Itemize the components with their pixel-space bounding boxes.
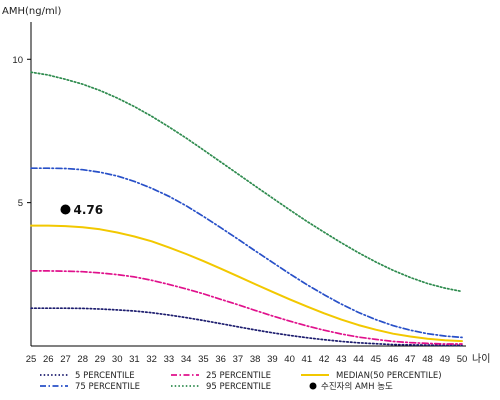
x-ticks: 25 26 27 28 29 30 31 32 33 34 35 36 37 38 39 40 41 42 43 44… [26,354,468,365]
series-lines [30,71,463,347]
x-tick-label: 31 [129,354,140,365]
x-axis-label: 나이 [472,353,490,365]
x-tick-label: 40 [284,354,295,365]
patient-amh-marker [60,204,71,215]
legend-item-amh: 수진자의 AMH 농도 [309,381,393,392]
legend-label: 5 PERCENTILE [75,371,135,381]
series-line-75-percentile [30,167,463,339]
y-tick-label: 5 [18,198,23,209]
legend-label: 95 PERCENTILE [206,382,271,392]
legend-item-5-percentile: 5 PERCENTILE [40,371,135,381]
x-tick-label: 30 [112,354,123,365]
x-tick-label: 48 [422,354,433,365]
legend-item-95-percentile: 95 PERCENTILE [171,382,271,392]
x-tick-label: 26 [43,354,54,365]
x-tick-label: 29 [95,354,106,365]
legend-item-75-percentile: 75 PERCENTILE [40,382,140,392]
legend-label: 75 PERCENTILE [75,382,140,392]
x-tick-label: 47 [405,354,416,365]
series-line-5-percentile [30,307,463,347]
x-tick-label: 37 [233,354,244,365]
x-tick-label: 25 [26,354,37,365]
x-tick-label: 38 [250,354,261,365]
legend-swatch [309,382,317,390]
x-tick-label: 39 [267,354,278,365]
x-tick-label: 49 [439,354,450,365]
x-tick-label: 50 [457,354,468,365]
x-tick-label: 36 [215,354,226,365]
x-tick-label: 45 [371,354,382,365]
series-line-median-50-percentile [30,224,463,343]
x-tick-label: 46 [388,354,399,365]
x-tick-label: 41 [302,354,313,365]
x-tick-label: 33 [164,354,175,365]
legend-label: 수진자의 AMH 농도 [321,381,393,392]
x-tick-label: 44 [353,354,364,365]
series-line-95-percentile [30,71,463,293]
legend-label: 25 PERCENTILE [206,371,271,381]
x-tick-label: 43 [336,354,347,365]
x-tick-label: 34 [181,354,192,365]
x-tick-label: 32 [146,354,157,365]
y-ticks: 5 10 [12,55,31,209]
y-axis-label: AMH(ng/ml) [2,6,61,17]
x-tick-label: 28 [77,354,88,365]
legend: 5 PERCENTILE 25 PERCENTILE MEDIAN(50 PERCE… [40,371,442,392]
legend-item-25-percentile: 25 PERCENTILE [171,371,271,381]
x-tick-label: 35 [198,354,209,365]
annotation-markers: 4.76 [60,203,103,217]
series-line-25-percentile [30,270,463,345]
legend-label: MEDIAN(50 PERCENTILE) [336,371,442,381]
x-tick-label: 27 [60,354,71,365]
x-tick-label: 42 [319,354,330,365]
patient-amh-value-label: 4.76 [73,203,103,217]
legend-item-median-50-percentile: MEDIAN(50 PERCENTILE) [301,371,442,381]
y-tick-label: 10 [12,55,23,66]
